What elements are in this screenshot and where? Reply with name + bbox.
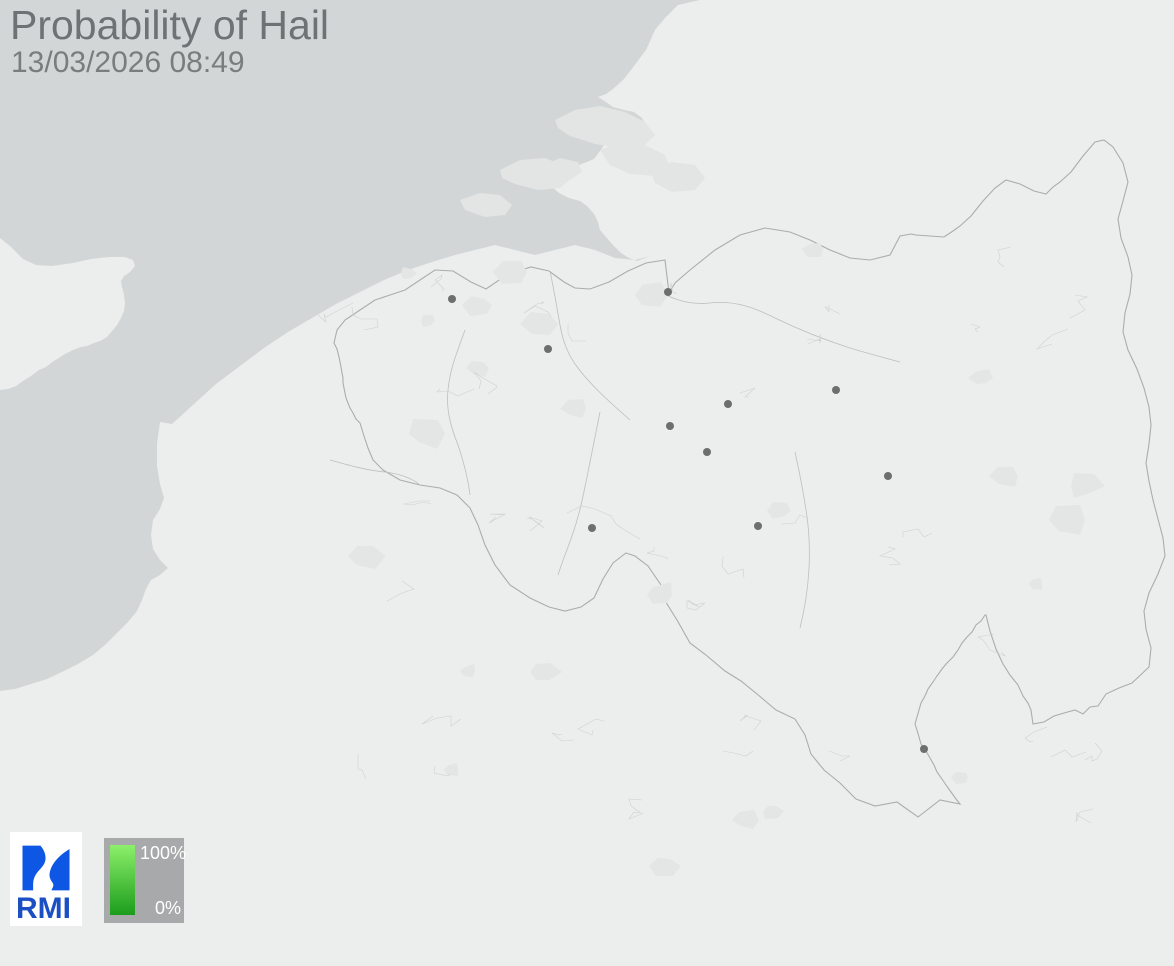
svg-text:0%: 0% [155, 898, 181, 918]
svg-text:100%: 100% [140, 843, 186, 863]
svg-text:RMI: RMI [16, 892, 71, 925]
